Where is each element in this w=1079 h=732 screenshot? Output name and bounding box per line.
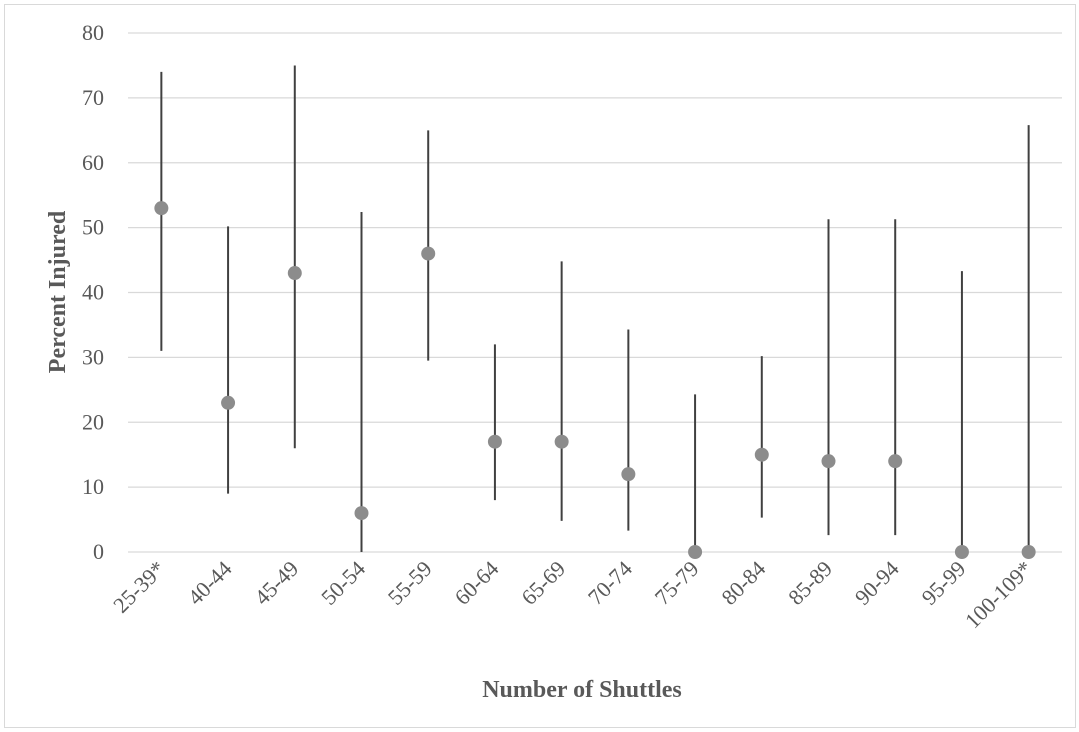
- x-tick-label: 65-69: [516, 556, 570, 610]
- x-tick-label: 70-74: [583, 556, 637, 610]
- data-point: [688, 545, 703, 559]
- y-tick-label-0: 0: [93, 539, 104, 564]
- data-point: [354, 506, 369, 521]
- data-point: [154, 201, 169, 216]
- data-point: [954, 545, 969, 559]
- y-tick-label-10: 10: [82, 474, 104, 499]
- x-tick-label: 95-99: [916, 556, 970, 610]
- data-point: [221, 395, 236, 410]
- y-tick-label-70: 70: [82, 85, 104, 110]
- x-tick-label: 100-109*: [960, 556, 1037, 633]
- data-points: [154, 201, 1036, 559]
- gridlines: [128, 32, 1062, 553]
- x-tick-label: 90-94: [850, 556, 904, 610]
- y-axis-title: Percent Injured: [45, 210, 71, 373]
- x-tick-label: 85-89: [783, 556, 837, 610]
- x-tick-label: 25-39*: [108, 556, 170, 618]
- y-tick-label-40: 40: [82, 280, 104, 305]
- data-point: [1021, 545, 1036, 559]
- x-tick-label: 75-79: [650, 556, 704, 610]
- data-point: [421, 246, 436, 261]
- x-tick-label: 55-59: [383, 556, 437, 610]
- data-point: [821, 454, 836, 469]
- x-tick-label: 80-84: [716, 556, 770, 610]
- x-tick-label: 40-44: [183, 556, 237, 610]
- y-tick-label-20: 20: [82, 409, 104, 434]
- data-point: [487, 434, 502, 449]
- x-axis-ticks: 25-39* 40-44 45-49 50-54 55-59 60-64 65-69 70-7…: [108, 556, 1037, 633]
- x-axis-title: Number of Shuttles: [482, 677, 682, 703]
- y-tick-label-30: 30: [82, 344, 104, 369]
- y-tick-label-60: 60: [82, 150, 104, 175]
- data-point: [754, 447, 769, 462]
- data-point: [888, 454, 903, 469]
- data-point: [287, 266, 302, 281]
- y-tick-label-80: 80: [82, 20, 104, 45]
- x-tick-label: 50-54: [316, 556, 370, 610]
- data-point: [621, 467, 636, 482]
- x-tick-label: 45-49: [249, 556, 303, 610]
- y-axis-ticks: 0 10 20 30 40 50 60 70 80: [82, 20, 104, 564]
- chart-frame: [4, 4, 1076, 728]
- data-point: [554, 434, 569, 449]
- y-tick-label-50: 50: [82, 215, 104, 240]
- error-bars: [160, 65, 1030, 552]
- x-tick-label: 60-64: [449, 556, 503, 610]
